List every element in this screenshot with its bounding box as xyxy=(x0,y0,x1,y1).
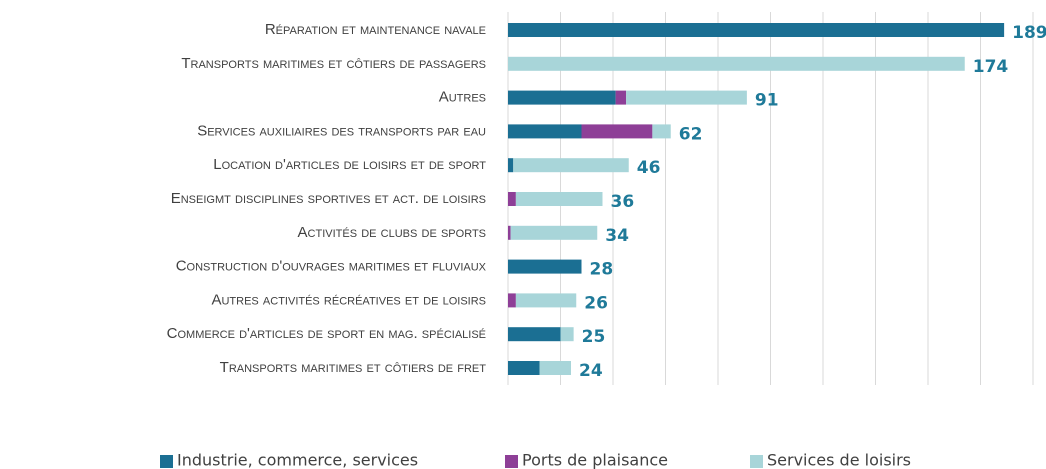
category-label: Enseigmt disciplines sportives et act. d… xyxy=(171,190,486,207)
total-label: 28 xyxy=(590,260,614,280)
bar-segment xyxy=(508,327,561,342)
bar-segment xyxy=(508,225,511,240)
total-label: 24 xyxy=(579,361,603,381)
bar-segment xyxy=(513,158,629,173)
bar-segment xyxy=(508,90,616,105)
legend-label: Ports de plaisance xyxy=(522,451,668,469)
bar-segment xyxy=(539,361,571,375)
bar-segment xyxy=(560,327,574,342)
bar-segment xyxy=(515,293,577,308)
total-label: 62 xyxy=(679,124,703,144)
category-label: Location d'articles de loisirs et de spo… xyxy=(213,156,486,173)
bar-segment xyxy=(508,361,540,375)
total-label: 34 xyxy=(605,226,629,246)
category-label: Réparation et maintenance navale xyxy=(265,21,486,38)
bar-segment xyxy=(508,158,514,173)
category-label: Commerce d'articles de sport en mag. spé… xyxy=(167,325,486,342)
total-label: 46 xyxy=(637,158,661,178)
category-label: Autres activités récréatives et de loisi… xyxy=(211,291,486,308)
total-label: 26 xyxy=(584,293,608,313)
category-label: Activités de clubs de sports xyxy=(298,224,486,241)
total-label: 25 xyxy=(582,327,606,347)
total-label: 189 xyxy=(1012,23,1046,43)
bar-segment xyxy=(515,192,603,206)
total-label: 174 xyxy=(973,57,1009,77)
legend-swatch xyxy=(505,455,518,468)
category-label: Construction d'ouvrages maritimes et flu… xyxy=(176,258,487,275)
bar-segment xyxy=(615,90,627,105)
legend-label: Industrie, commerce, services xyxy=(177,451,418,469)
bar-segment xyxy=(508,259,582,274)
bar-segment xyxy=(581,124,653,139)
total-label: 36 xyxy=(611,192,635,212)
bar-segment xyxy=(508,124,582,139)
category-label: Services auxiliaires des transports par … xyxy=(197,122,486,139)
category-label: Transports maritimes et côtiers de passa… xyxy=(181,55,486,72)
legend-label: Services de loisirs xyxy=(767,451,911,469)
legend-swatch xyxy=(750,455,763,468)
legend-swatch xyxy=(160,455,173,468)
bar-segment xyxy=(508,23,1005,37)
bar-segment xyxy=(508,56,965,71)
total-label: 91 xyxy=(755,91,779,111)
bar-segment xyxy=(626,90,747,105)
category-label: Transports maritimes et côtiers de fret xyxy=(220,359,487,376)
category-label: Autres xyxy=(439,89,486,106)
bar-segment xyxy=(508,293,516,308)
bar-segment xyxy=(652,124,671,139)
bar-segment xyxy=(510,225,598,240)
bar-segment xyxy=(508,192,516,206)
